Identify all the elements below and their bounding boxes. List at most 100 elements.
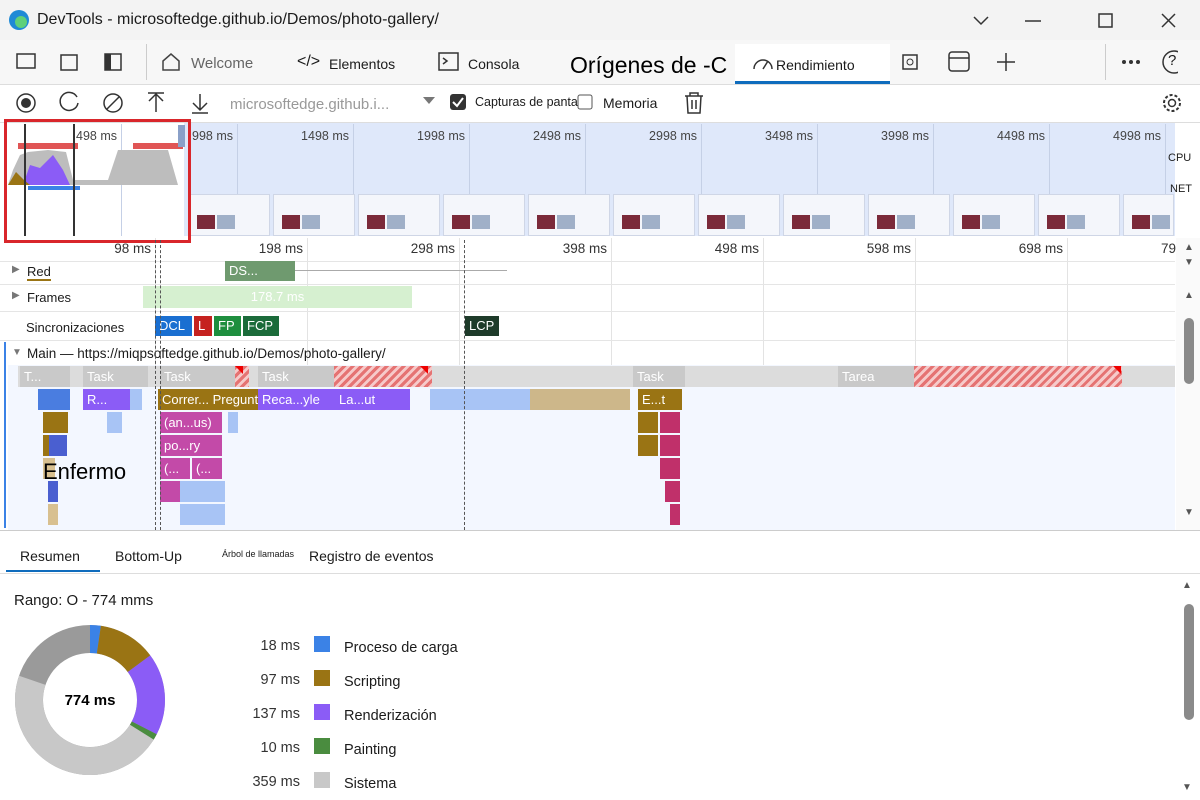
timing-marker[interactable]: L [194,316,212,336]
flame-bar[interactable] [180,481,225,502]
flame-bar[interactable] [38,389,70,410]
bottom-tab[interactable]: Bottom-Up [115,548,182,564]
window-controls[interactable] [970,10,1180,32]
tab[interactable]: Elementos [329,56,396,72]
tab[interactable]: Consola [468,56,520,72]
bottom-tab[interactable]: Registro de eventos [309,548,434,564]
flame-bar[interactable] [665,481,680,502]
flame-bar[interactable]: Reca...yle [258,389,335,410]
flame-bar[interactable] [130,389,142,410]
timing-marker[interactable]: DCL [155,316,192,336]
track-label[interactable]: Red [27,264,51,281]
flame-bar[interactable] [638,435,658,456]
screenshot-thumb[interactable] [698,194,780,236]
flame-bar[interactable]: T... [20,366,70,387]
screenshot-thumb[interactable] [273,194,355,236]
toolbar-icons[interactable] [14,51,134,73]
flame-bar[interactable] [530,389,630,410]
track-label[interactable]: Frames [27,290,72,305]
flame-bar[interactable]: (... [192,458,222,479]
screenshot-thumb[interactable] [528,194,610,236]
trash-icon[interactable] [682,90,706,116]
flame-bar[interactable]: Task [258,366,334,387]
settings-icon[interactable] [1160,91,1184,115]
flame-bar[interactable]: po...ry [160,435,222,456]
flame-bar[interactable] [48,481,58,502]
screenshot-thumb[interactable] [358,194,440,236]
help-icon[interactable]: ? [1168,52,1177,69]
bottom-tab[interactable]: Resumen [20,548,80,564]
flame-bar[interactable] [43,435,49,456]
screenshot-thumb[interactable] [443,194,525,236]
timing-marker[interactable]: LCP [465,316,499,336]
flame-bar[interactable] [48,504,58,525]
flame-bar[interactable] [638,412,658,433]
timing-marker[interactable]: FCP [243,316,279,336]
flame-bar[interactable] [392,389,410,410]
flame-bar[interactable] [670,504,680,525]
flame-bar[interactable] [180,504,225,525]
flame-bar[interactable] [660,412,680,433]
flame-bar[interactable] [430,389,530,410]
record-controls[interactable] [14,90,214,116]
flame-bar[interactable] [43,458,55,479]
flame-bar[interactable]: (... [160,458,190,479]
dropdown-arrow[interactable] [422,96,436,106]
flame-bar[interactable]: Correr... Pregunta [158,389,258,410]
flame-bar[interactable] [334,366,432,387]
screenshot-thumb[interactable] [783,194,865,236]
flame-bar[interactable]: Task [633,366,685,387]
screenshot-thumb[interactable] [953,194,1035,236]
scroll-arrow[interactable]: ▲ [1184,290,1194,301]
scroll-arrows[interactable]: ▲ ▼ [1184,242,1194,268]
bottom-tab[interactable]: Árbol de llamadas [222,549,295,559]
url-select[interactable]: microsoftedge.github.i... [230,96,390,113]
selection-handle[interactable] [24,124,26,236]
tab[interactable]: Rendimiento [776,57,855,73]
screenshot-thumb[interactable] [1038,194,1120,236]
screenshot-thumb[interactable] [1123,194,1174,236]
flame-bar[interactable] [43,412,68,433]
scrollbar[interactable] [1176,238,1200,530]
track-label[interactable]: Main — https://miqpsoftedge.github.io/De… [27,346,386,361]
track-label[interactable]: Sincronizaciones [26,320,125,335]
selection-grip[interactable] [178,125,185,147]
flame-bar[interactable]: (an...us) [160,412,222,433]
expand-arrow[interactable]: ▼ [12,347,22,358]
flame-bar[interactable] [160,481,180,502]
screenshot-thumb[interactable] [188,194,270,236]
checkbox[interactable] [577,94,595,112]
checkbox[interactable] [449,93,467,111]
scroll-thumb[interactable] [1184,604,1194,720]
network-request[interactable]: DS... [225,261,295,281]
flame-bar[interactable] [660,435,680,456]
flame-bar[interactable]: E...t [638,389,682,410]
flame-bar[interactable]: Tarea [838,366,914,387]
active-tab[interactable] [735,44,890,84]
flame-bar[interactable] [914,366,1122,387]
expand-arrow[interactable]: ▶ [12,290,20,301]
flame-bar[interactable]: Task [160,366,235,387]
selection-handle[interactable] [73,124,75,236]
scroll-arrow[interactable]: ▲ [1182,580,1192,591]
scroll-arrow[interactable]: ▼ [1182,782,1192,793]
scroll-arrow[interactable]: ▼ [1184,507,1194,518]
frame-bar[interactable]: 178.7 ms [143,286,412,308]
flame-bar[interactable] [107,412,122,433]
expand-arrow[interactable]: ▶ [12,264,20,275]
tab[interactable]: Welcome [191,55,254,72]
tab-bar-icons[interactable] [898,50,1178,74]
tab[interactable]: Orígenes de -C [570,52,728,78]
screenshot-thumb[interactable] [613,194,695,236]
screenshot-thumb[interactable] [868,194,950,236]
flame-bar[interactable] [660,458,680,479]
flame-bar[interactable]: R... [83,389,130,410]
flame-bar[interactable]: La...ut [335,389,392,410]
timing-marker[interactable]: FP [214,316,241,336]
flame-bar[interactable] [49,435,67,456]
checkbox-label[interactable]: Memoria [603,95,658,111]
scroll-thumb[interactable] [1184,318,1194,384]
flame-bar[interactable] [228,412,238,433]
checkbox-label[interactable]: Capturas de pantalla [475,95,591,109]
flame-bar[interactable]: Task [83,366,148,387]
